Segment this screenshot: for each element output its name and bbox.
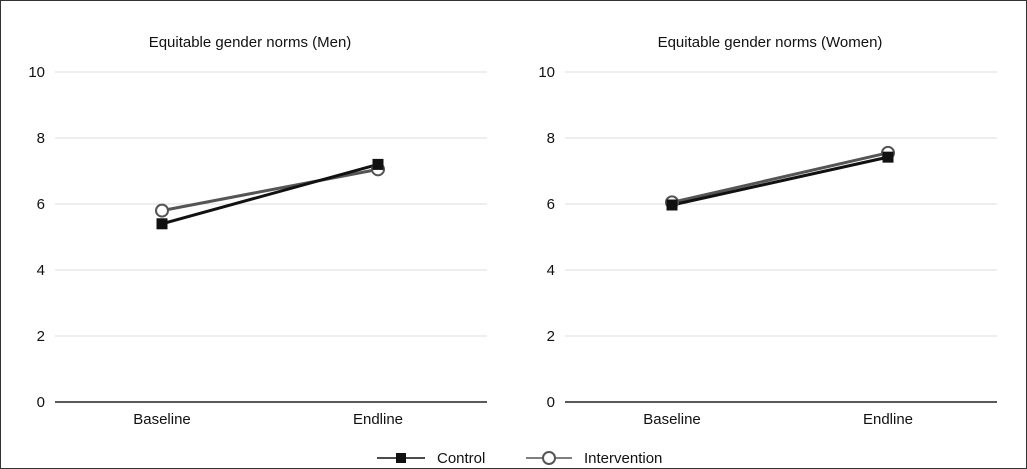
series-line-intervention [671,151,889,204]
chart-title: Equitable gender norms (Women) [658,34,883,51]
y-tick-label: 10 [538,64,555,81]
y-tick-label: 6 [547,196,555,213]
legend: Control Intervention [377,450,662,467]
legend-marker-control [396,453,406,463]
chart-panel-1: Equitable gender norms (Men) 0 2 4 6 8 10 Basel… [28,34,487,428]
legend-marker-intervention [542,451,556,465]
chart-title: Equitable gender norms (Men) [149,34,352,51]
chart-panel-2: Equitable gender norms (Women) 0 2 4 6 8 10 Bas… [538,34,997,428]
data-point-control [666,199,678,211]
legend-label-intervention: Intervention [584,450,662,467]
x-tick-label: Endline [353,411,403,428]
data-point-intervention [155,203,169,218]
series-line-intervention [161,167,379,213]
data-point-control [156,218,168,230]
x-tick-label: Baseline [133,411,191,428]
y-tick-label: 0 [547,394,555,411]
x-tick-label: Baseline [643,411,701,428]
y-tick-label: 4 [547,262,555,279]
data-point-control [882,151,894,163]
y-tick-label: 2 [547,328,555,345]
y-tick-label: 4 [37,262,45,279]
y-tick-label: 2 [37,328,45,345]
y-tick-label: 8 [37,130,45,147]
y-tick-label: 8 [547,130,555,147]
series-line-control [671,155,889,207]
y-tick-label: 10 [28,64,45,81]
legend-label-control: Control [437,450,485,467]
y-tick-label: 0 [37,394,45,411]
y-tick-label: 6 [37,196,45,213]
data-point-control [372,158,384,170]
series-line-control [161,162,379,226]
x-tick-label: Endline [863,411,913,428]
